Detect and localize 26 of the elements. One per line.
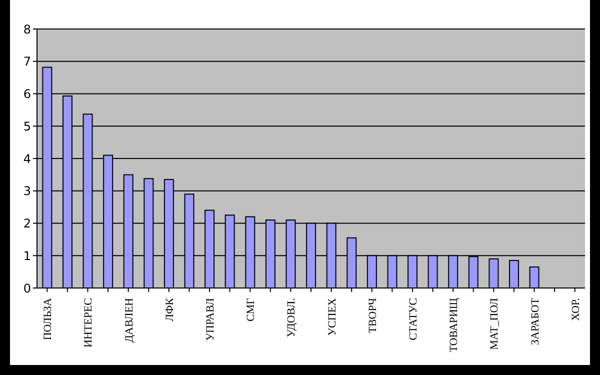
x-tick-label: ТВОРЧ <box>366 298 379 334</box>
x-tick-label: ЗАРАБОТ <box>529 298 542 346</box>
x-tick-label: ТОВАРИЩ <box>448 298 460 352</box>
y-tick-label: 2 <box>23 216 31 231</box>
x-tick-label: ПОЛЬЗА <box>42 298 54 340</box>
y-tick-label: 5 <box>23 119 31 134</box>
x-tick-label: ДАВЛЕН <box>123 298 136 342</box>
y-tick-label: 1 <box>23 248 31 263</box>
bar <box>509 260 519 288</box>
x-tick-label: ИНТЕРЕС <box>82 298 95 348</box>
y-tick-label: 7 <box>23 54 31 69</box>
x-tick-label: МАТ_ПОЛ <box>488 297 501 350</box>
y-tick-label: 6 <box>23 87 31 102</box>
y-tick-label: 0 <box>23 281 31 296</box>
x-tick-label: СТАТУС <box>407 298 420 340</box>
y-tick-label: 8 <box>23 22 31 36</box>
bar <box>529 266 540 288</box>
y-tick-label: 3 <box>23 184 31 198</box>
y-tick-label: 4 <box>23 152 31 166</box>
bar <box>488 258 499 288</box>
x-tick-label: ЛФК <box>164 297 176 322</box>
x-tick-label: ХОР. <box>570 298 582 321</box>
x-tick-label: УСПЕХ <box>326 298 338 336</box>
x-tick-label: УДОВЛ. <box>286 298 298 338</box>
x-tick-label: СМГ <box>245 298 258 322</box>
x-tick-label: УПРАВЛ <box>204 297 217 341</box>
